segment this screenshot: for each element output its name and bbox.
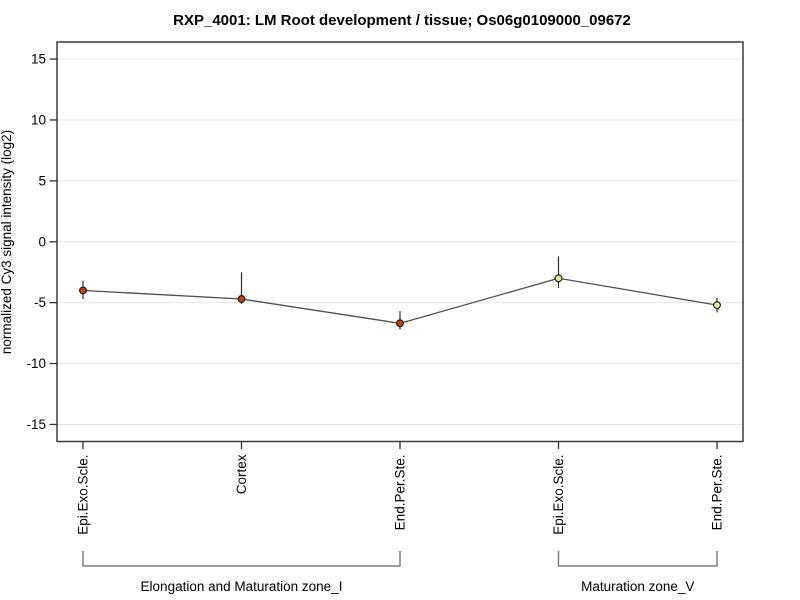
group-bracket bbox=[557, 551, 718, 567]
y-tick-label: 0 bbox=[38, 234, 46, 249]
y-axis-label: normalized Cy3 signal intensity (log2) bbox=[0, 130, 14, 354]
group-bracket bbox=[82, 551, 401, 567]
x-tick-label: End.Per.Ste. bbox=[393, 455, 408, 531]
x-tick-label: Epi.Exo.Scle. bbox=[76, 455, 91, 535]
group-label: Elongation and Maturation zone_I bbox=[141, 579, 343, 594]
y-tick-label: -10 bbox=[26, 356, 46, 371]
y-tick-label: 15 bbox=[31, 52, 46, 67]
y-tick-label: -15 bbox=[26, 417, 46, 432]
data-layer bbox=[79, 256, 721, 330]
group-label: Maturation zone_V bbox=[581, 579, 694, 594]
x-tick-label: Epi.Exo.Scle. bbox=[551, 455, 566, 535]
grid-layer bbox=[57, 58, 743, 425]
group-annotation-layer: Elongation and Maturation zone_I Maturati… bbox=[82, 551, 718, 594]
data-point bbox=[79, 286, 87, 295]
data-point bbox=[713, 301, 721, 310]
y-tick-label: 10 bbox=[31, 112, 46, 127]
data-point bbox=[237, 295, 246, 303]
data-point bbox=[554, 274, 563, 283]
y-tick-label: -5 bbox=[34, 295, 46, 310]
x-tick-label: Cortex bbox=[234, 454, 249, 494]
data-point bbox=[396, 319, 404, 328]
axes-layer: 15 10 5 0 -5 -10 -15 Epi.Exo.Scle. Cortex End.Per… bbox=[26, 52, 724, 535]
y-tick-label: 5 bbox=[38, 173, 46, 188]
x-tick-label: End.Per.Ste. bbox=[710, 455, 725, 531]
chart-title: RXP_4001: LM Root development / tissue; … bbox=[173, 12, 631, 29]
